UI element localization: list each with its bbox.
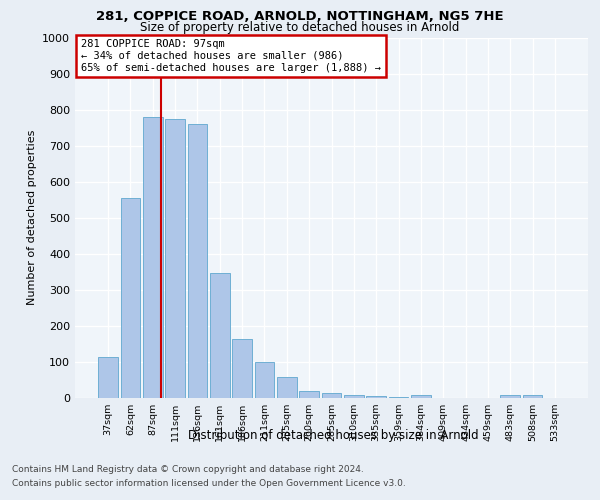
Bar bbox=[344, 394, 364, 398]
Bar bbox=[210, 274, 230, 398]
Bar bbox=[232, 339, 252, 398]
Bar bbox=[254, 362, 274, 398]
Bar bbox=[166, 118, 185, 398]
Bar bbox=[500, 394, 520, 398]
Bar bbox=[188, 124, 208, 398]
Bar bbox=[523, 394, 542, 398]
Bar bbox=[367, 396, 386, 398]
Bar bbox=[411, 396, 431, 398]
Bar bbox=[143, 118, 163, 398]
Y-axis label: Number of detached properties: Number of detached properties bbox=[26, 130, 37, 305]
Bar bbox=[98, 357, 118, 398]
Text: 281, COPPICE ROAD, ARNOLD, NOTTINGHAM, NG5 7HE: 281, COPPICE ROAD, ARNOLD, NOTTINGHAM, N… bbox=[96, 10, 504, 23]
Text: Distribution of detached houses by size in Arnold: Distribution of detached houses by size … bbox=[188, 430, 478, 442]
Text: Contains public sector information licensed under the Open Government Licence v3: Contains public sector information licen… bbox=[12, 480, 406, 488]
Text: Contains HM Land Registry data © Crown copyright and database right 2024.: Contains HM Land Registry data © Crown c… bbox=[12, 466, 364, 474]
Bar bbox=[322, 393, 341, 398]
Bar bbox=[277, 377, 296, 398]
Text: 281 COPPICE ROAD: 97sqm
← 34% of detached houses are smaller (986)
65% of semi-d: 281 COPPICE ROAD: 97sqm ← 34% of detache… bbox=[81, 40, 381, 72]
Bar bbox=[121, 198, 140, 398]
Bar bbox=[299, 391, 319, 398]
Text: Size of property relative to detached houses in Arnold: Size of property relative to detached ho… bbox=[140, 21, 460, 34]
